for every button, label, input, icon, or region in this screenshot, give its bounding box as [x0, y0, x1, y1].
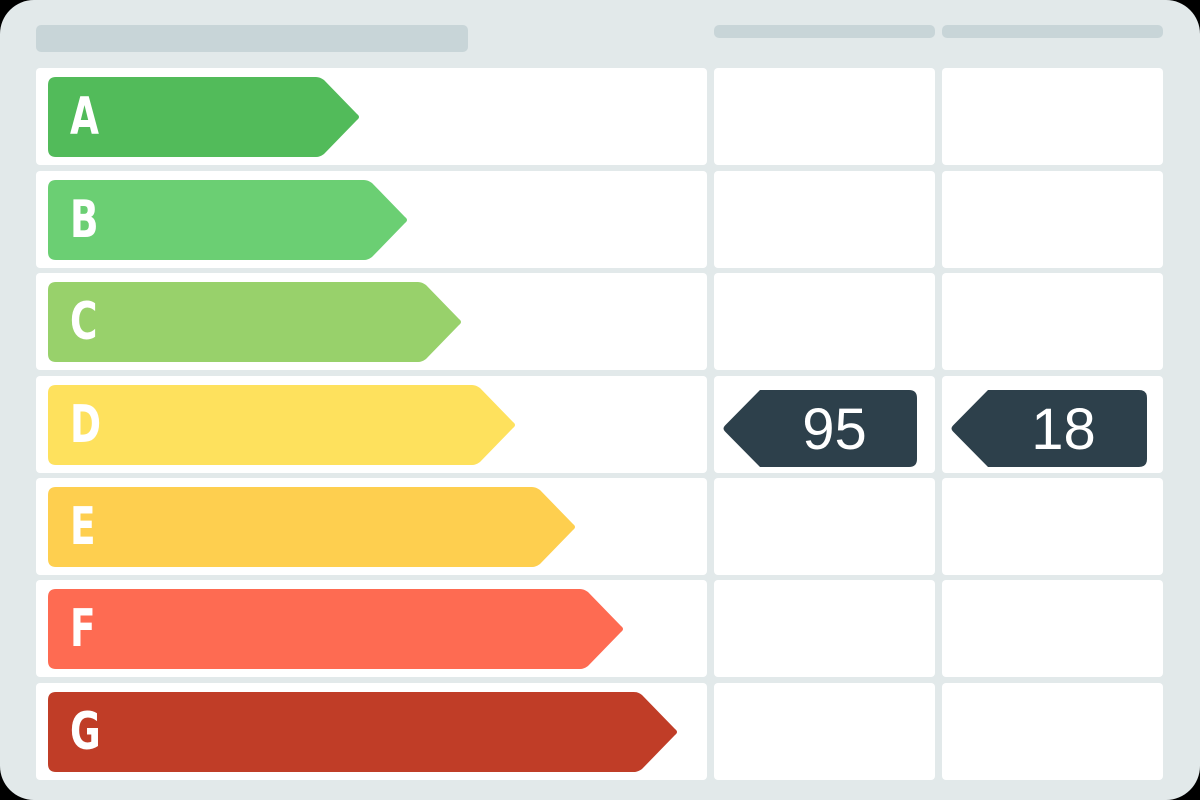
- current-cell: [714, 273, 935, 370]
- rating-letter: C: [70, 292, 98, 352]
- potential-cell: [942, 68, 1163, 165]
- current-cell: [714, 683, 935, 780]
- rating-band-c: C: [48, 282, 462, 362]
- rating-band-e: E: [48, 487, 576, 567]
- potential-cell: [942, 478, 1163, 575]
- column-header-placeholder-potential: [942, 25, 1163, 38]
- rating-letter: F: [70, 599, 96, 659]
- potential-cell: [942, 683, 1163, 780]
- rating-letter: G: [70, 702, 101, 762]
- rating-band-a: A: [48, 77, 360, 157]
- current-cell: [714, 171, 935, 268]
- rating-band-d: D: [48, 385, 516, 465]
- current-rating-indicator: 95: [722, 390, 917, 467]
- current-cell: [714, 580, 935, 677]
- current-cell: [714, 478, 935, 575]
- rating-letter: D: [70, 395, 102, 455]
- title-placeholder-bar: [36, 25, 468, 52]
- rating-letter: E: [70, 497, 96, 557]
- rating-letter: A: [70, 87, 99, 147]
- rating-band-f: F: [48, 589, 624, 669]
- indicator-value: 18: [1031, 397, 1096, 462]
- rating-letter: B: [70, 190, 99, 250]
- current-cell: [714, 68, 935, 165]
- rating-band-g: G: [48, 692, 678, 772]
- indicator-value: 95: [802, 397, 867, 462]
- potential-cell: [942, 273, 1163, 370]
- potential-rating-indicator: 18: [950, 390, 1147, 467]
- rating-band-b: B: [48, 180, 408, 260]
- column-header-placeholder-current: [714, 25, 935, 38]
- potential-cell: [942, 171, 1163, 268]
- potential-cell: [942, 580, 1163, 677]
